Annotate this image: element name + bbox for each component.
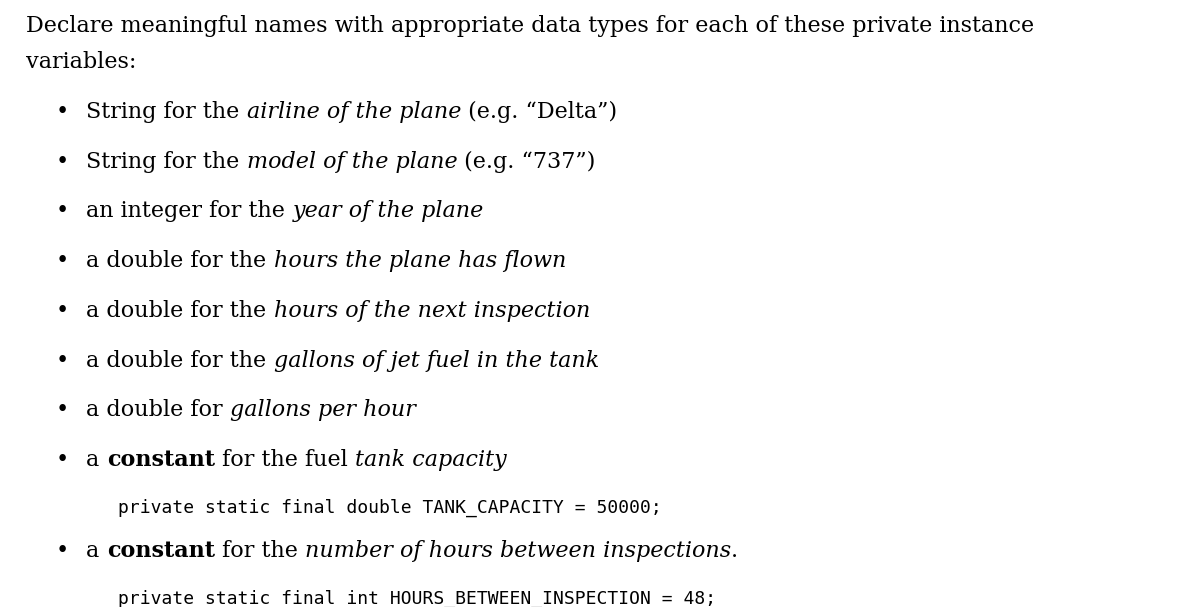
Text: a double for the: a double for the (86, 350, 274, 371)
Text: tank capacity: tank capacity (355, 449, 506, 471)
Text: •: • (55, 540, 70, 562)
Text: for the fuel: for the fuel (215, 449, 355, 471)
Text: •: • (55, 350, 70, 371)
Text: a double for the: a double for the (86, 250, 274, 272)
Text: •: • (55, 399, 70, 421)
Text: constant: constant (107, 449, 215, 471)
Text: •: • (55, 101, 70, 123)
Text: a: a (86, 540, 107, 562)
Text: private static final int HOURS_BETWEEN_INSPECTION = 48;: private static final int HOURS_BETWEEN_I… (118, 590, 715, 607)
Text: •: • (55, 200, 70, 222)
Text: number of hours between inspections: number of hours between inspections (305, 540, 731, 562)
Text: •: • (55, 300, 70, 322)
Text: a double for the: a double for the (86, 300, 274, 322)
Text: year of the plane: year of the plane (293, 200, 484, 222)
Text: a double for: a double for (86, 399, 230, 421)
Text: an integer for the: an integer for the (86, 200, 293, 222)
Text: constant: constant (107, 540, 215, 562)
Text: gallons of jet fuel in the tank: gallons of jet fuel in the tank (274, 350, 599, 371)
Text: airline of the plane: airline of the plane (247, 101, 461, 123)
Text: model of the plane: model of the plane (247, 151, 457, 172)
Text: hours the plane has flown: hours the plane has flown (274, 250, 566, 272)
Text: String for the: String for the (86, 151, 247, 172)
Text: (e.g. “Delta”): (e.g. “Delta”) (461, 101, 617, 123)
Text: hours of the next inspection: hours of the next inspection (274, 300, 590, 322)
Text: •: • (55, 151, 70, 172)
Text: .: . (731, 540, 738, 562)
Text: •: • (55, 449, 70, 471)
Text: •: • (55, 250, 70, 272)
Text: Declare meaningful names with appropriate data types for each of these private i: Declare meaningful names with appropriat… (26, 15, 1034, 37)
Text: gallons per hour: gallons per hour (230, 399, 416, 421)
Text: private static final double TANK_CAPACITY = 50000;: private static final double TANK_CAPACIT… (118, 499, 661, 517)
Text: variables:: variables: (26, 50, 137, 73)
Text: for the: for the (215, 540, 305, 562)
Text: String for the: String for the (86, 101, 247, 123)
Text: (e.g. “737”): (e.g. “737”) (457, 151, 595, 172)
Text: a: a (86, 449, 107, 471)
